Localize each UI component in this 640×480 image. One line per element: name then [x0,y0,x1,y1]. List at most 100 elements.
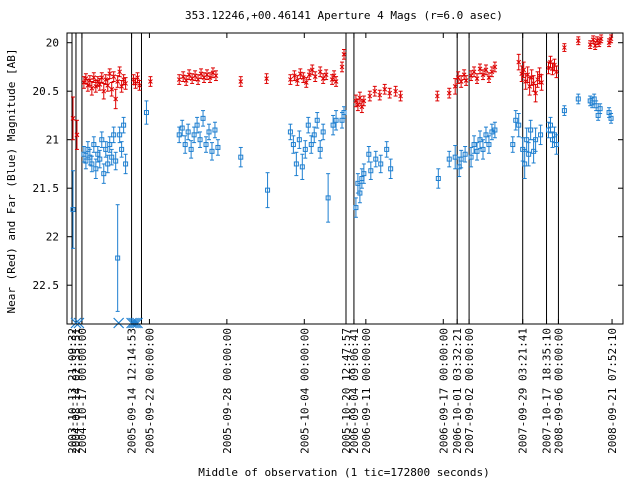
far-mag-point [357,190,363,196]
far-mag-point [468,154,474,160]
near-mag-point [387,90,393,96]
x-axis-label: Middle of observation (1 tic=172800 seco… [198,466,489,479]
far-mag-point [458,156,464,162]
near-mag-point [590,37,596,43]
near-mag-point [608,36,614,42]
far-mag-point [528,127,534,133]
far-mag-point [212,127,218,133]
far-mag-point [608,115,614,121]
far-mag-point [353,205,359,211]
far-mag-point [533,137,539,143]
y-tick-label: 22 [46,231,59,244]
y-tick-label: 22.5 [33,279,60,292]
far-mag-point [378,161,384,167]
near-mag-point [489,69,495,75]
x-tick-label: 2008-09-21 07:52:10 [606,328,619,454]
x-tick-label: 2005-09-28 00:00:00 [221,328,234,454]
far-mag-point [176,132,182,138]
near-mag-point [309,67,315,73]
near-mag-point [353,98,359,104]
far-mag-point [474,148,480,154]
far-mag-point [522,161,528,167]
far-mag-point [101,171,107,177]
far-mag-point [388,166,394,172]
near-mag-point [89,85,95,91]
far-mag-point [179,125,185,131]
near-mag-point [446,90,452,96]
near-mag-point [95,79,101,84]
far-mag-point [70,207,76,213]
near-mag-point [207,75,213,80]
near-mag-point [306,72,312,78]
y-tick-label: 21 [46,134,59,147]
far-mag-point [384,146,390,152]
near-mag-point [119,83,124,89]
far-mag-point [191,132,197,138]
far-mag-point [341,110,347,116]
far-mag-point [206,129,212,135]
far-mag-point [471,142,477,148]
far-mag-point [109,154,115,160]
far-mag-point [462,151,468,157]
near-mag-point [521,67,527,73]
x-tick-label: 2006-09-11 00:00:00 [360,328,373,454]
far-mag-point [265,187,271,193]
far-mag-point [333,117,339,123]
y-tick-label: 21.5 [33,182,60,195]
near-mag-point [300,75,306,80]
near-mag-point [562,45,567,50]
near-mag-point [117,69,123,75]
far-mag-point [446,156,452,162]
x-tick-label: 2007-09-29 03:21:41 [517,328,530,454]
offscale-marker [113,317,125,329]
x-tick-label: 2008-09-06 00:00:00 [552,328,565,454]
near-mag-point [333,79,339,84]
far-mag-point [308,142,314,148]
far-mag-point [510,142,516,148]
far-mag-point [302,146,308,152]
far-mag-point [435,176,441,181]
far-mag-point [107,142,113,148]
far-mag-point [182,142,188,148]
offscale-marker [130,317,141,329]
far-mag-point [113,158,119,164]
far-mag-point [89,161,95,167]
y-tick-label: 20.5 [33,85,60,98]
far-mag-point [330,122,336,128]
near-mag-point [339,64,345,70]
near-mag-point [341,51,347,57]
x-tick-label: 2005-09-14 12:14:53 [126,328,139,454]
far-mag-point [547,122,553,128]
x-tick-label: 2005-10-20 12:47:57 [340,328,353,454]
near-mag-point [434,93,440,99]
x-tick-label: 2006-10-01 03:32:21 [451,328,464,454]
far-mag-point [325,195,331,201]
far-mag-point [368,168,374,174]
near-mag-point [452,83,458,89]
far-mag-point [486,142,492,148]
x-tick-label: 2005-09-22 00:00:00 [143,328,156,454]
far-mag-point [99,137,105,143]
far-mag-point [575,96,581,102]
far-mag-point [290,142,296,148]
near-mag-point [382,86,388,92]
near-mag-point [107,71,113,77]
near-mag-point [176,77,182,82]
far-mag-point [526,151,532,157]
far-mag-point [143,110,149,116]
far-mag-point [296,137,302,143]
near-mag-point [377,92,383,98]
far-mag-point [293,161,299,167]
far-mag-point [188,146,194,152]
x-tick-label: 2005-10-04 00:00:00 [298,328,311,454]
near-mag-point [516,59,522,65]
far-mag-point [516,122,522,128]
near-mag-point [533,90,538,96]
far-mag-point [483,132,489,138]
far-mag-point [93,166,99,172]
far-mag-point [373,156,379,162]
near-mag-point [97,82,103,87]
near-mag-point [135,75,140,80]
far-mag-point [513,117,519,123]
